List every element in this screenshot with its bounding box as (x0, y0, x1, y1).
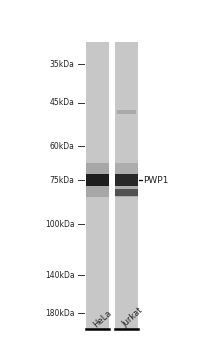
Text: 60kDa: 60kDa (50, 142, 75, 151)
Bar (115, 174, 138, 187)
Bar (86, 42, 109, 329)
Bar (86, 174, 109, 187)
Bar (86, 163, 109, 197)
Text: Jurkat: Jurkat (121, 306, 145, 329)
Text: PWP1: PWP1 (143, 176, 169, 185)
Text: 45kDa: 45kDa (50, 98, 75, 107)
Bar (115, 163, 138, 197)
Bar (115, 42, 138, 329)
Text: 75kDa: 75kDa (50, 176, 75, 185)
Text: 35kDa: 35kDa (50, 60, 75, 69)
Text: 180kDa: 180kDa (45, 309, 75, 318)
Text: 100kDa: 100kDa (45, 219, 75, 229)
Bar (115, 189, 138, 196)
Bar (117, 110, 136, 114)
Text: 140kDa: 140kDa (45, 271, 75, 280)
Text: HeLa: HeLa (91, 308, 113, 329)
